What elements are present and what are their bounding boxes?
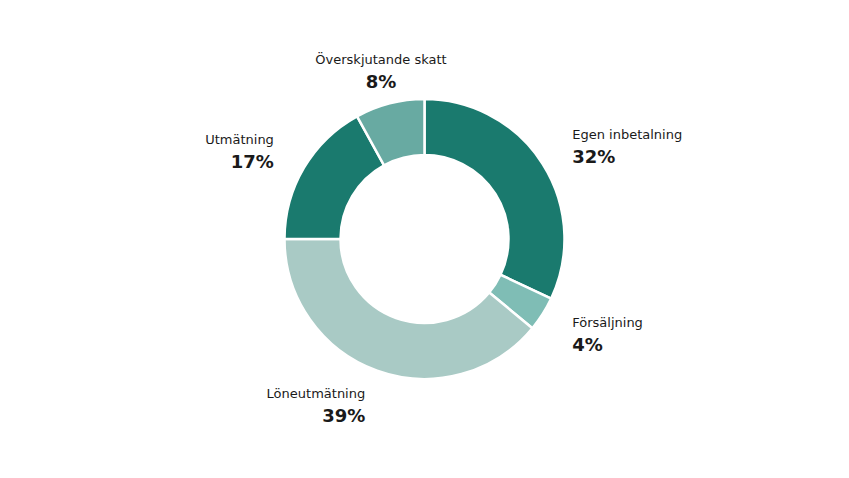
slice [285,239,533,379]
chart: Egen inbetalning 32% Försäljning 4% Löneutmä… [0,0,849,478]
slice [357,99,424,165]
data-label: 39% [322,405,365,426]
category-label: Överskjutande skatt [315,50,446,66]
category-label: Försäljning [572,315,643,330]
data-label: 8% [366,70,397,91]
category-label: Utmätning [205,132,274,147]
plot: Egen inbetalning 32% Försäljning 4% Löneutmä… [205,50,682,425]
labels: Egen inbetalning 32% Försäljning 4% Löneutmä… [205,50,682,425]
slice [425,99,565,299]
slices [285,99,565,379]
data-label: 4% [572,334,603,355]
data-label: 32% [572,146,615,167]
data-label: 17% [231,151,274,172]
category-label: Egen inbetalning [572,127,682,142]
category-label: Löneutmätning [267,386,366,401]
